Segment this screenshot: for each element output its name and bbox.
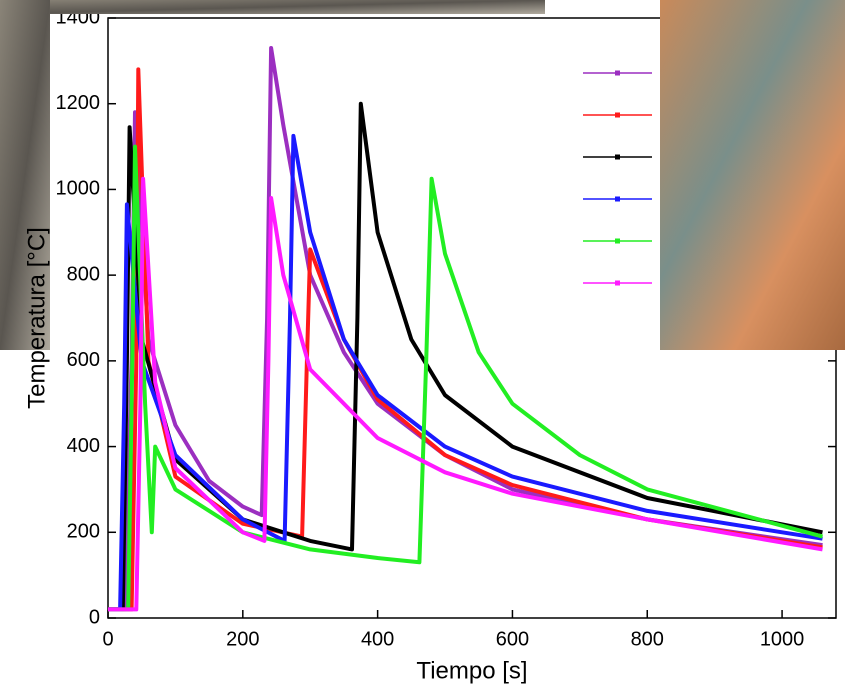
series-line (108, 176, 823, 612)
x-tick-label: 800 (631, 628, 664, 650)
photo-strip (0, 0, 545, 14)
x-tick-label: 1000 (760, 628, 805, 650)
y-tick-label: 800 (67, 263, 100, 285)
legend-marker (615, 154, 620, 160)
x-tick-label: 200 (226, 628, 259, 650)
y-tick-label: 1200 (56, 92, 101, 114)
x-tick-label: 600 (496, 628, 529, 650)
y-tick-label: 0 (89, 606, 100, 628)
legend-marker (615, 70, 620, 76)
y-tick-label: 400 (67, 435, 100, 457)
plot-area (108, 46, 824, 612)
x-tick-label: 0 (102, 628, 113, 650)
legend-marker (615, 238, 620, 244)
legend-marker (615, 196, 620, 202)
photo-left (0, 0, 50, 350)
y-tick-label: 1000 (56, 178, 101, 200)
y-tick-label: 600 (67, 349, 100, 371)
legend-marker (615, 112, 620, 118)
y-axis-label: Temperatura [°C] (23, 227, 50, 409)
y-tick-label: 200 (67, 521, 100, 543)
series-line (108, 144, 824, 612)
plot-frame: 0 200 400 600 800 100002004006008001000120014… (56, 6, 837, 650)
x-axis-label: Tiempo [s] (416, 657, 527, 684)
legend-marker (615, 280, 620, 286)
series-line (108, 133, 823, 612)
micrograph-photo (660, 0, 845, 350)
legend (583, 70, 652, 286)
x-tick-label: 400 (361, 628, 394, 650)
